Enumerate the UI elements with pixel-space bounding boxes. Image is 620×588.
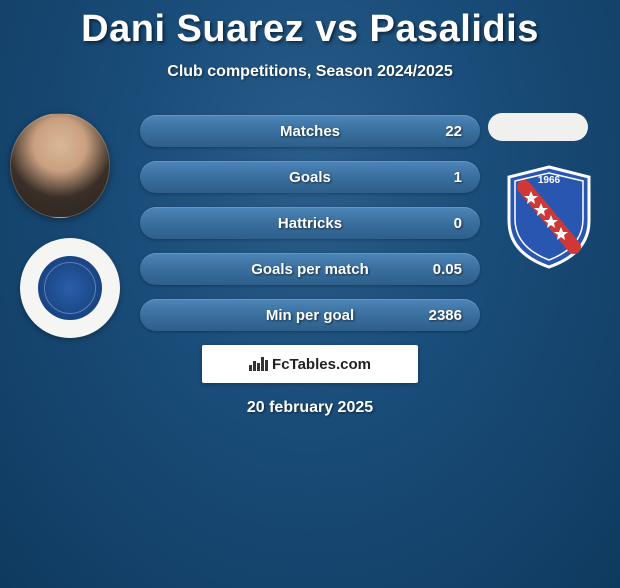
- player-right-photo-placeholder: [488, 113, 588, 141]
- stat-label: Matches: [198, 123, 422, 140]
- kallithea-shield-icon: 1966: [498, 163, 600, 271]
- stat-right-value: 22: [422, 123, 462, 140]
- page-title: Dani Suarez vs Pasalidis: [0, 8, 620, 51]
- comparison-content: 1966 Matches 22 Goals 1 Hattricks 0 Goal…: [0, 113, 620, 417]
- stat-label: Min per goal: [198, 307, 422, 324]
- stat-label: Goals: [198, 169, 422, 186]
- stat-label: Hattricks: [198, 215, 422, 232]
- shield-year: 1966: [538, 175, 561, 186]
- stat-right-value: 1: [422, 169, 462, 186]
- adana-badge-icon: [38, 256, 102, 320]
- stat-row-goals: Goals 1: [140, 161, 480, 193]
- stat-right-value: 2386: [422, 307, 462, 324]
- club-right-badge: 1966: [498, 163, 600, 271]
- player-left-photo: [10, 113, 110, 218]
- comparison-date: 20 february 2025: [0, 399, 620, 417]
- stat-row-matches: Matches 22: [140, 115, 480, 147]
- branding-badge: FcTables.com: [202, 345, 418, 383]
- bar-chart-icon: [249, 357, 268, 371]
- stat-right-value: 0: [422, 215, 462, 232]
- stat-right-value: 0.05: [422, 261, 462, 278]
- stat-row-hattricks: Hattricks 0: [140, 207, 480, 239]
- stat-row-mpg: Min per goal 2386: [140, 299, 480, 331]
- branding-text: FcTables.com: [272, 356, 371, 373]
- page-subtitle: Club competitions, Season 2024/2025: [0, 63, 620, 81]
- club-left-badge: [20, 238, 120, 338]
- stats-table: Matches 22 Goals 1 Hattricks 0 Goals per…: [140, 113, 480, 331]
- stat-row-gpm: Goals per match 0.05: [140, 253, 480, 285]
- stat-label: Goals per match: [198, 261, 422, 278]
